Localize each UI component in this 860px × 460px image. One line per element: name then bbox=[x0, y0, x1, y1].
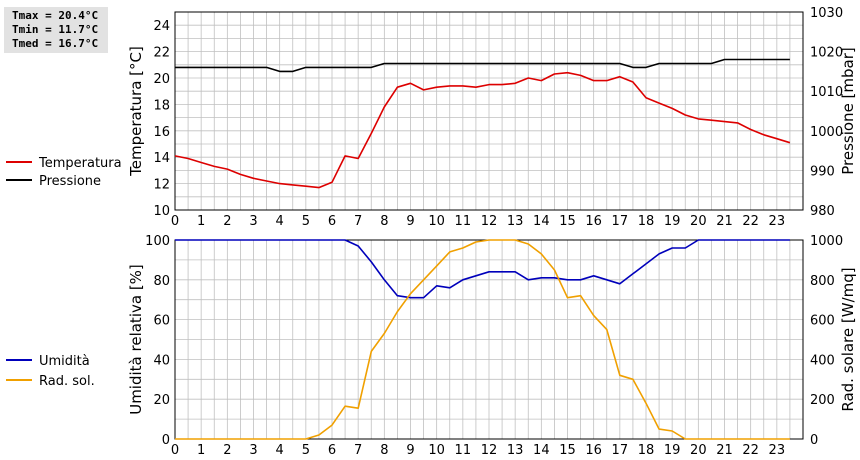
x-tick-label: 4 bbox=[276, 443, 284, 458]
x-tick-label: 11 bbox=[455, 443, 472, 458]
x-tick-label: 7 bbox=[354, 443, 362, 458]
x-tick-label: 10 bbox=[428, 443, 445, 458]
x-tick-label: 16 bbox=[585, 443, 602, 458]
x-tick-label: 9 bbox=[406, 214, 414, 229]
y-left-tick-label: 0 bbox=[162, 433, 170, 448]
x-tick-label: 8 bbox=[380, 443, 388, 458]
y-right-tick-label: 990 bbox=[810, 164, 835, 179]
x-tick-label: 4 bbox=[276, 214, 284, 229]
y-left-tick-label: 18 bbox=[153, 98, 170, 113]
y-left-tick-label: 12 bbox=[153, 178, 170, 193]
x-tick-label: 18 bbox=[638, 443, 655, 458]
x-tick-label: 15 bbox=[559, 214, 576, 229]
x-tick-label: 2 bbox=[223, 214, 231, 229]
y-right-axis-label: Rad. solare [W/mq] bbox=[839, 267, 857, 411]
x-tick-label: 6 bbox=[328, 214, 336, 229]
y-left-tick-label: 20 bbox=[153, 72, 170, 87]
y-right-axis-label: Pressione [mbar] bbox=[839, 47, 857, 175]
x-tick-label: 12 bbox=[481, 443, 498, 458]
x-tick-label: 1 bbox=[197, 214, 205, 229]
x-tick-label: 2 bbox=[223, 443, 231, 458]
x-tick-label: 20 bbox=[690, 214, 707, 229]
x-tick-label: 1 bbox=[197, 443, 205, 458]
x-tick-label: 18 bbox=[638, 214, 655, 229]
y-right-tick-label: 600 bbox=[810, 314, 835, 329]
y-left-tick-label: 24 bbox=[153, 19, 170, 34]
x-tick-label: 3 bbox=[249, 214, 257, 229]
x-tick-label: 14 bbox=[533, 443, 550, 458]
legend-label: Umidità bbox=[39, 354, 90, 369]
tmin-label: Tmin = 11.7°C bbox=[12, 23, 99, 36]
legend-label: Rad. sol. bbox=[39, 374, 95, 389]
y-left-axis-label: Temperatura [°C] bbox=[127, 46, 145, 177]
x-tick-label: 22 bbox=[742, 214, 759, 229]
tmax-label: Tmax = 20.4°C bbox=[12, 9, 99, 22]
x-tick-label: 19 bbox=[664, 443, 681, 458]
series-line-2 bbox=[175, 239, 790, 299]
y-right-tick-label: 1010 bbox=[810, 85, 843, 100]
y-right-tick-label: 800 bbox=[810, 274, 835, 289]
y-left-tick-label: 80 bbox=[153, 274, 170, 289]
y-left-tick-label: 20 bbox=[153, 393, 170, 408]
x-tick-label: 0 bbox=[171, 443, 179, 458]
y-right-tick-label: 1020 bbox=[810, 46, 843, 61]
y-right-tick-label: 1000 bbox=[810, 125, 843, 140]
series-line-0 bbox=[174, 71, 791, 189]
y-right-tick-label: 1030 bbox=[810, 6, 843, 21]
plot-frame-0 bbox=[174, 11, 804, 211]
y-right-tick-label: 0 bbox=[810, 433, 818, 448]
x-tick-label: 6 bbox=[328, 443, 336, 458]
x-tick-label: 7 bbox=[354, 214, 362, 229]
y-left-tick-label: 16 bbox=[153, 125, 170, 140]
x-tick-label: 12 bbox=[481, 214, 498, 229]
x-tick-label: 11 bbox=[455, 214, 472, 229]
x-tick-label: 21 bbox=[716, 214, 733, 229]
x-tick-label: 23 bbox=[769, 443, 786, 458]
x-tick-label: 9 bbox=[406, 443, 414, 458]
x-tick-label: 19 bbox=[664, 214, 681, 229]
y-left-tick-label: 22 bbox=[153, 46, 170, 61]
legend-label: Temperatura bbox=[38, 156, 122, 171]
x-tick-label: 3 bbox=[249, 443, 257, 458]
series-line-1 bbox=[175, 58, 790, 73]
y-left-tick-label: 10 bbox=[153, 204, 170, 219]
x-tick-label: 14 bbox=[533, 214, 550, 229]
y-right-tick-label: 980 bbox=[810, 204, 835, 219]
x-tick-label: 13 bbox=[507, 214, 524, 229]
x-tick-label: 5 bbox=[302, 214, 310, 229]
y-right-tick-label: 400 bbox=[810, 353, 835, 368]
x-tick-label: 22 bbox=[742, 443, 759, 458]
x-tick-label: 5 bbox=[302, 443, 310, 458]
y-left-axis-label: Umidità relativa [%] bbox=[127, 264, 145, 415]
x-tick-label: 23 bbox=[769, 214, 786, 229]
y-left-tick-label: 100 bbox=[145, 234, 170, 249]
x-tick-label: 15 bbox=[559, 443, 576, 458]
y-left-tick-label: 40 bbox=[153, 353, 170, 368]
x-tick-label: 16 bbox=[585, 214, 602, 229]
x-tick-label: 21 bbox=[716, 443, 733, 458]
y-right-tick-label: 200 bbox=[810, 393, 835, 408]
legend-label: Pressione bbox=[39, 174, 101, 189]
x-tick-label: 17 bbox=[612, 443, 629, 458]
x-tick-label: 0 bbox=[171, 214, 179, 229]
tmed-label: Tmed = 16.7°C bbox=[12, 37, 99, 50]
y-left-tick-label: 14 bbox=[153, 151, 170, 166]
series-line-3 bbox=[175, 239, 790, 440]
x-tick-label: 8 bbox=[380, 214, 388, 229]
y-right-tick-label: 1000 bbox=[810, 234, 843, 249]
x-tick-label: 13 bbox=[507, 443, 524, 458]
x-tick-label: 17 bbox=[612, 214, 629, 229]
x-tick-label: 10 bbox=[428, 214, 445, 229]
statistics-box: Tmax = 20.4°C Tmin = 11.7°C Tmed = 16.7°… bbox=[4, 7, 108, 53]
x-tick-label: 20 bbox=[690, 443, 707, 458]
y-left-tick-label: 60 bbox=[153, 314, 170, 329]
